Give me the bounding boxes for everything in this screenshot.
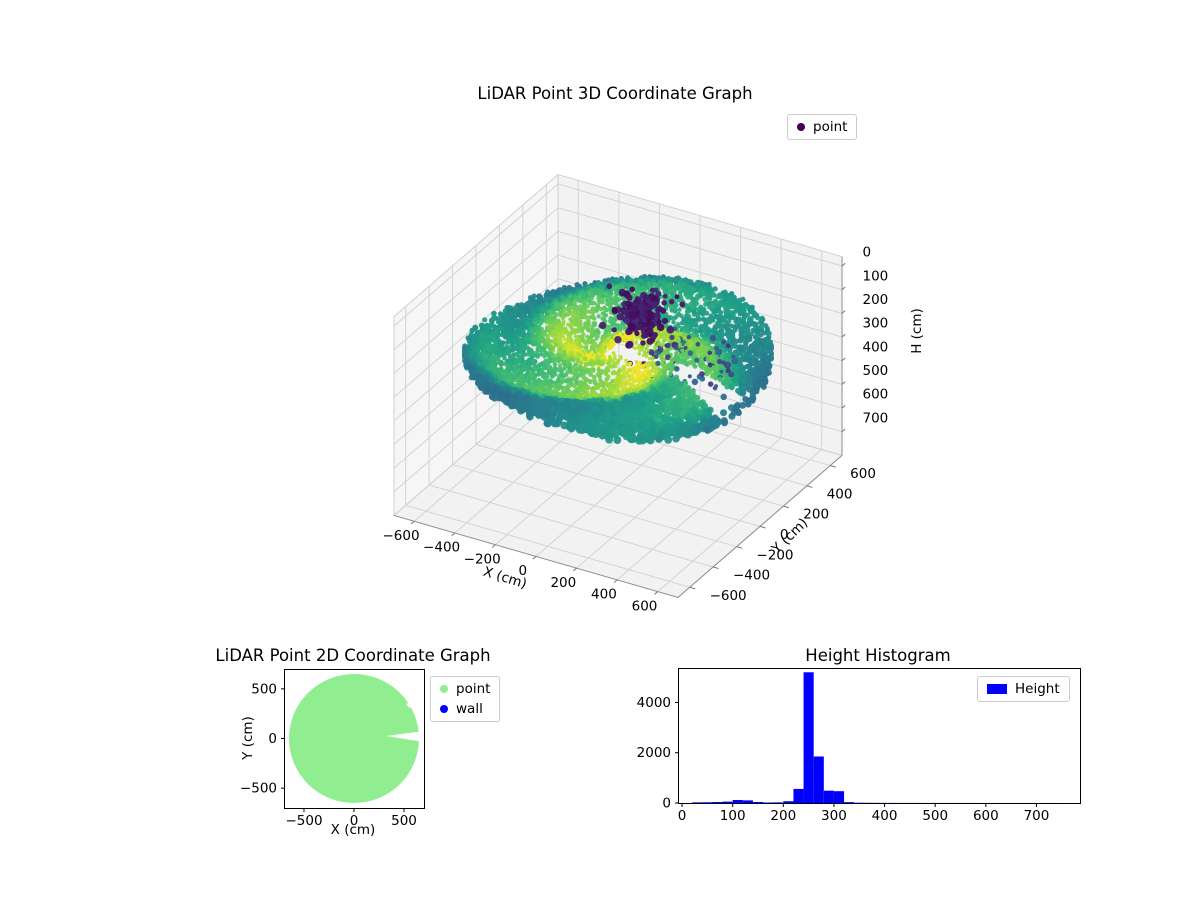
- histogram-legend-label: Height: [1015, 681, 1060, 697]
- plot2d-y-axis-label: Y (cm): [240, 716, 256, 760]
- histogram-legend-item-height: Height: [987, 681, 1060, 697]
- histogram-title: Height Histogram: [805, 646, 951, 665]
- plot2d-legend-item-point: point: [440, 681, 490, 697]
- plot3d-title: LiDAR Point 3D Coordinate Graph: [477, 84, 753, 103]
- plot2d-legend: point wall: [430, 676, 501, 722]
- plot2d-legend-item-wall: wall: [440, 701, 490, 717]
- height-bar-swatch-icon: [987, 684, 1007, 694]
- plot2d-title: LiDAR Point 2D Coordinate Graph: [215, 646, 491, 665]
- plot3d-legend-label: point: [813, 119, 848, 135]
- plot3d-legend: point: [787, 114, 858, 140]
- wall-marker-icon: [440, 705, 448, 713]
- point-marker-icon: [440, 685, 448, 693]
- plot3d-h-axis-label: H (cm): [909, 308, 925, 354]
- plot2d-legend-label-point: point: [456, 681, 491, 697]
- plot3d-legend-item-point: point: [797, 119, 847, 135]
- plot2d-legend-label-wall: wall: [456, 701, 483, 717]
- point-marker-icon: [797, 123, 805, 131]
- plot2d-x-axis-label: X (cm): [330, 822, 376, 838]
- histogram-legend: Height: [977, 676, 1070, 702]
